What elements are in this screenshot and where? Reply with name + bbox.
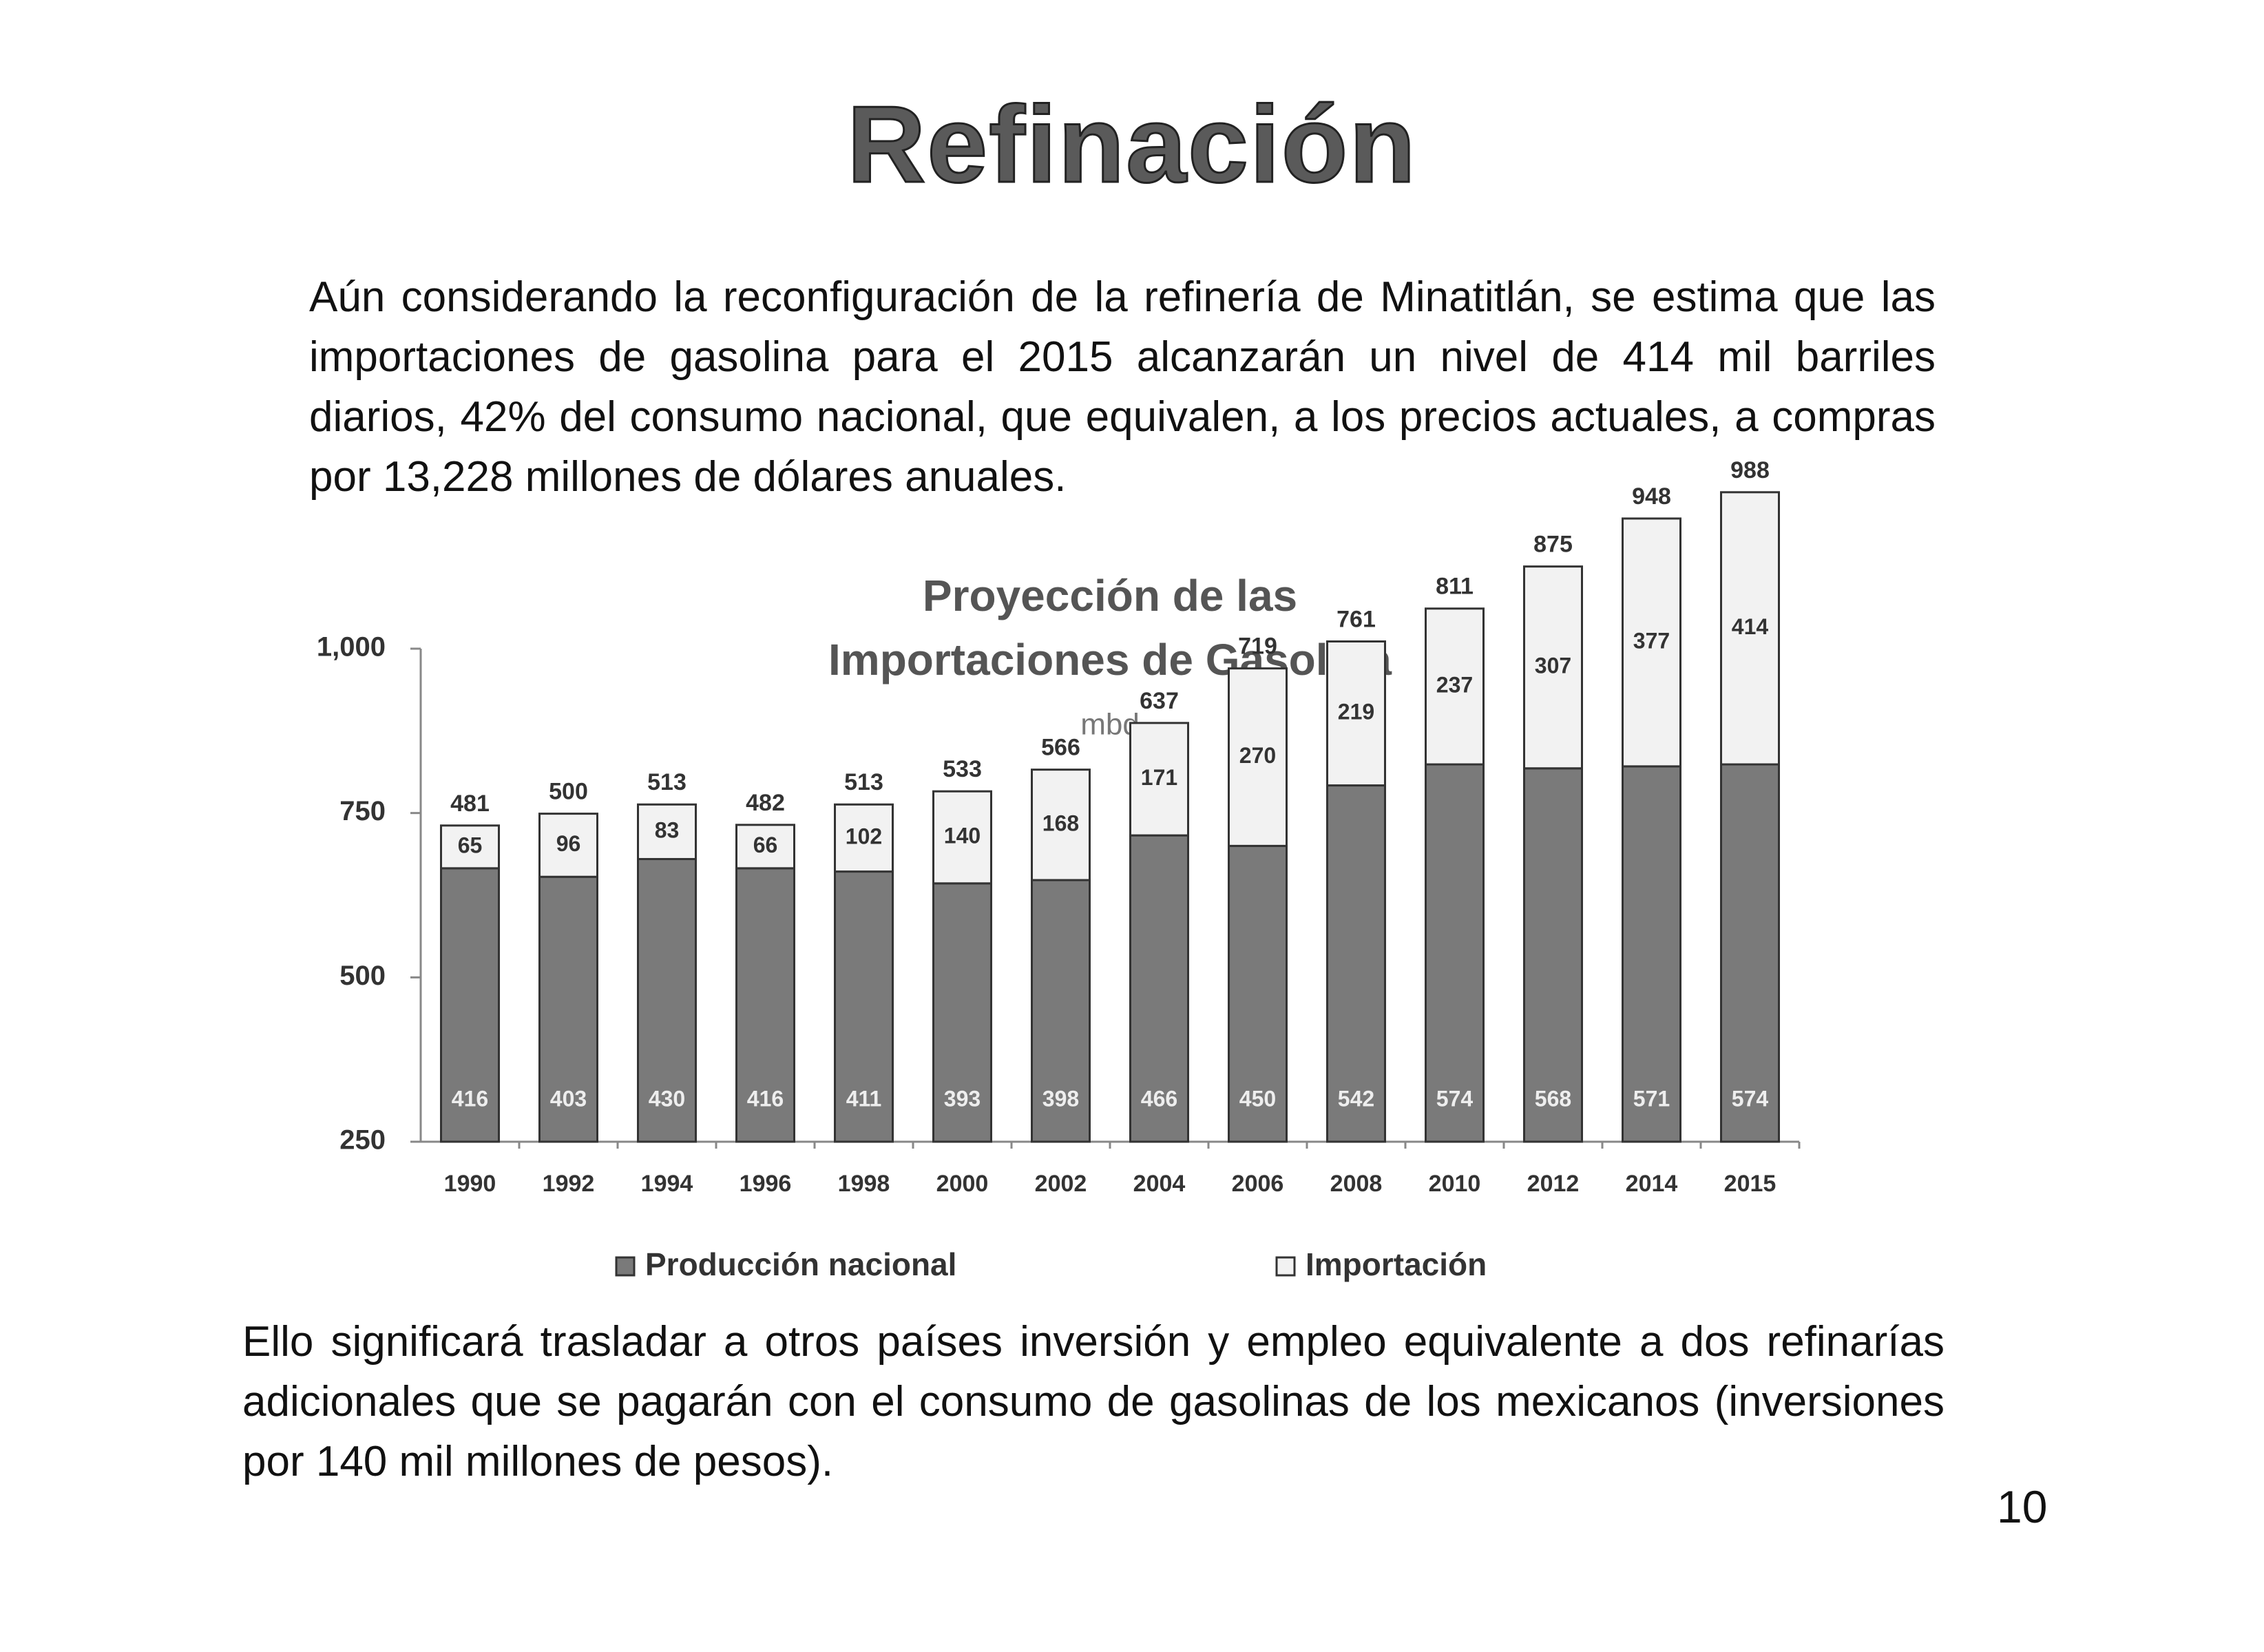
segment-label: 568 xyxy=(1535,1086,1571,1111)
segment-label: 416 xyxy=(452,1086,488,1111)
total-label: 482 xyxy=(746,790,785,816)
segment-label: 542 xyxy=(1338,1086,1374,1111)
segment-label: 377 xyxy=(1633,628,1670,653)
total-label: 719 xyxy=(1238,634,1277,660)
x-tick-label: 2012 xyxy=(1527,1171,1580,1197)
segment-label: 66 xyxy=(753,833,778,857)
bar-segment xyxy=(1720,491,1780,766)
total-label: 566 xyxy=(1041,735,1080,761)
segment-label: 307 xyxy=(1535,654,1571,678)
bar-segment xyxy=(1622,765,1681,1143)
bar-segment xyxy=(735,824,795,870)
segment-label: 411 xyxy=(846,1086,882,1111)
legend-label: Importación xyxy=(1306,1246,1487,1282)
legend-swatch xyxy=(615,1256,636,1277)
bar-segment xyxy=(1228,844,1288,1143)
bar-segment xyxy=(1425,607,1485,766)
total-label: 811 xyxy=(1436,574,1474,600)
y-tick-label: 750 xyxy=(339,796,386,826)
bar-segment xyxy=(1326,784,1386,1143)
legend-swatch xyxy=(1275,1256,1296,1277)
x-tick-label: 2000 xyxy=(936,1171,989,1197)
segment-label: 414 xyxy=(1732,614,1769,639)
segment-label: 168 xyxy=(1042,811,1079,835)
segment-label: 571 xyxy=(1633,1086,1670,1111)
segment-label: 102 xyxy=(846,824,882,848)
bar-segment xyxy=(1129,722,1189,837)
segment-label: 393 xyxy=(944,1086,981,1111)
bar-segment xyxy=(1031,879,1091,1143)
segment-label: 430 xyxy=(649,1086,685,1111)
x-tick-label: 2006 xyxy=(1232,1171,1284,1197)
total-label: 513 xyxy=(844,769,883,795)
legend-label: Producción nacional xyxy=(645,1246,956,1282)
bar-segment xyxy=(834,870,894,1143)
page-number: 10 xyxy=(1997,1481,2048,1532)
total-label: 500 xyxy=(549,779,588,805)
bar-segment xyxy=(1622,517,1681,768)
total-label: 533 xyxy=(943,756,982,782)
chart-title: Importaciones de Gasolina xyxy=(828,635,1392,684)
bar-segment xyxy=(538,875,598,1143)
total-label: 637 xyxy=(1140,688,1179,714)
segment-label: 237 xyxy=(1436,672,1473,697)
bar-segment xyxy=(1720,763,1780,1143)
segment-label: 574 xyxy=(1732,1086,1769,1111)
x-tick-label: 2010 xyxy=(1429,1171,1481,1197)
segment-label: 65 xyxy=(458,833,483,857)
segment-label: 96 xyxy=(556,831,581,856)
x-tick-label: 2014 xyxy=(1626,1171,1678,1197)
segment-label: 574 xyxy=(1436,1086,1474,1111)
segment-label: 403 xyxy=(550,1086,587,1111)
total-label: 875 xyxy=(1533,532,1573,558)
bar-segment xyxy=(932,882,992,1143)
bar-segment xyxy=(735,867,795,1143)
segment-label: 219 xyxy=(1338,699,1374,724)
total-label: 948 xyxy=(1632,483,1671,510)
segment-label: 171 xyxy=(1141,765,1177,790)
segment-label: 466 xyxy=(1141,1086,1177,1111)
segment-label: 270 xyxy=(1239,743,1276,768)
bar-segment xyxy=(637,857,697,1143)
x-tick-label: 1990 xyxy=(444,1171,496,1197)
segment-label: 450 xyxy=(1239,1086,1276,1111)
total-label: 988 xyxy=(1730,457,1770,483)
bar-segment xyxy=(1031,769,1091,881)
paragraph: Aún considerando la reconfiguración de l… xyxy=(309,273,1936,501)
y-tick-label: 1,000 xyxy=(317,632,386,662)
bar-segment xyxy=(1129,834,1189,1143)
bar-segment xyxy=(1523,565,1583,770)
chart-title: Proyección de las xyxy=(923,571,1297,620)
total-label: 761 xyxy=(1337,606,1376,632)
paragraph: Ello significará trasladar a otros paíse… xyxy=(242,1318,1945,1485)
segment-label: 416 xyxy=(747,1086,784,1111)
x-tick-label: 1996 xyxy=(740,1171,792,1197)
x-tick-label: 2002 xyxy=(1035,1171,1087,1197)
x-tick-label: 2008 xyxy=(1330,1171,1383,1197)
bar-segment xyxy=(440,824,500,870)
x-tick-label: 2004 xyxy=(1133,1171,1186,1197)
bar-segment xyxy=(1228,667,1288,847)
bar-segment xyxy=(637,803,697,860)
y-tick-label: 250 xyxy=(339,1125,386,1156)
bar-segment xyxy=(1523,767,1583,1143)
y-tick-label: 500 xyxy=(339,961,386,991)
chart: Proyección de las Importaciones de Gasoli… xyxy=(317,457,1801,1282)
total-label: 513 xyxy=(647,769,686,795)
slide-title: Refinación xyxy=(846,83,1417,207)
bar-segment xyxy=(538,813,598,878)
segment-label: 398 xyxy=(1042,1086,1079,1111)
x-tick-label: 1992 xyxy=(543,1171,595,1197)
x-tick-label: 2015 xyxy=(1724,1171,1776,1197)
x-tick-label: 1998 xyxy=(838,1171,890,1197)
x-tick-label: 1994 xyxy=(641,1171,693,1197)
segment-label: 140 xyxy=(944,823,981,848)
bar-segment xyxy=(1425,763,1485,1143)
bar-segment xyxy=(834,803,894,873)
segment-label: 83 xyxy=(655,817,680,842)
bar-segment xyxy=(932,790,992,885)
total-label: 481 xyxy=(450,791,490,817)
bar-segment xyxy=(1326,640,1386,787)
